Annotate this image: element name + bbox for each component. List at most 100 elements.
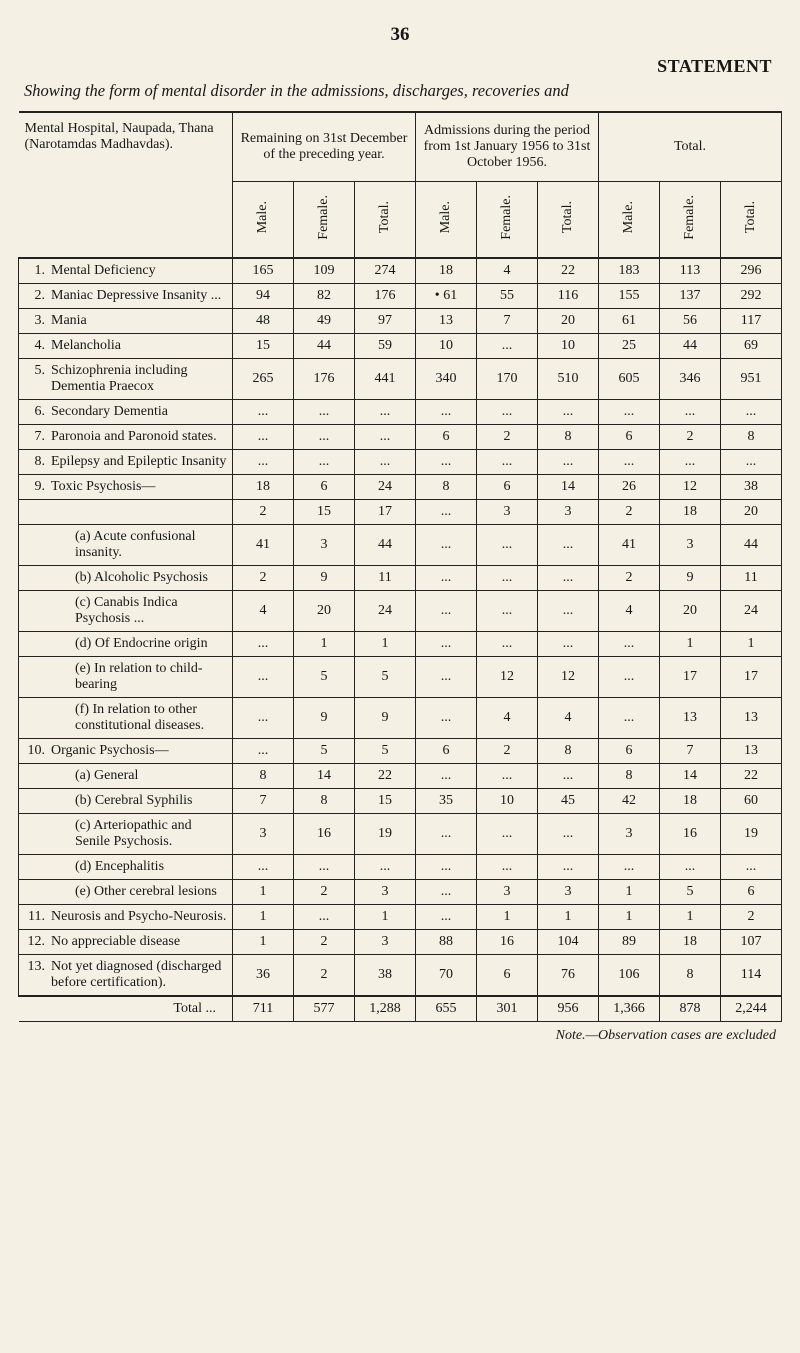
cell: 9 bbox=[294, 566, 355, 591]
table-row: 5.Schizophrenia including Dementia Praec… bbox=[19, 359, 782, 400]
cell: 13 bbox=[721, 698, 782, 739]
table-row: 6.Secondary Dementia....................… bbox=[19, 400, 782, 425]
cell: ... bbox=[538, 525, 599, 566]
cell: 14 bbox=[538, 475, 599, 500]
table-row: (d) Encephalitis........................… bbox=[19, 855, 782, 880]
row-number bbox=[19, 591, 48, 632]
cell: ... bbox=[416, 764, 477, 789]
table-row: (b) Cerebral Syphilis7815351045421860 bbox=[19, 789, 782, 814]
cell: 41 bbox=[233, 525, 294, 566]
cell: ... bbox=[355, 855, 416, 880]
cell: 18 bbox=[233, 475, 294, 500]
cell: 3 bbox=[660, 525, 721, 566]
col-female: Female. bbox=[660, 182, 721, 259]
cell: ... bbox=[660, 400, 721, 425]
cell: ... bbox=[416, 855, 477, 880]
cell: ... bbox=[294, 905, 355, 930]
row-label: (a) Acute confusional insanity. bbox=[47, 525, 233, 566]
row-number: 13. bbox=[19, 955, 48, 997]
cell: 577 bbox=[294, 996, 355, 1022]
cell: 7 bbox=[660, 739, 721, 764]
col-total: Total. bbox=[538, 182, 599, 259]
cell: 18 bbox=[416, 258, 477, 284]
row-number: 11. bbox=[19, 905, 48, 930]
cell: 5 bbox=[355, 657, 416, 698]
col-male: Male. bbox=[416, 182, 477, 259]
cell: ... bbox=[477, 764, 538, 789]
cell: 35 bbox=[416, 789, 477, 814]
group-total: Total. bbox=[599, 112, 782, 182]
row-number: 4. bbox=[19, 334, 48, 359]
total-row: Total ...7115771,2886553019561,3668782,2… bbox=[19, 996, 782, 1022]
cell: 13 bbox=[660, 698, 721, 739]
row-number bbox=[19, 566, 48, 591]
cell: 22 bbox=[355, 764, 416, 789]
cell: ... bbox=[538, 764, 599, 789]
cell: 45 bbox=[538, 789, 599, 814]
cell: 8 bbox=[233, 764, 294, 789]
cell: 605 bbox=[599, 359, 660, 400]
cell: 2 bbox=[294, 930, 355, 955]
row-label: Melancholia bbox=[47, 334, 233, 359]
table-row: 21517...3321820 bbox=[19, 500, 782, 525]
cell: ... bbox=[416, 632, 477, 657]
cell: 6 bbox=[294, 475, 355, 500]
cell: 44 bbox=[721, 525, 782, 566]
row-number bbox=[19, 657, 48, 698]
cell: 15 bbox=[294, 500, 355, 525]
cell: 82 bbox=[294, 284, 355, 309]
cell: 44 bbox=[660, 334, 721, 359]
cell: 340 bbox=[416, 359, 477, 400]
table-row: (a) General81422.........81422 bbox=[19, 764, 782, 789]
cell: 711 bbox=[233, 996, 294, 1022]
cell: 6 bbox=[477, 955, 538, 997]
cell: ... bbox=[233, 855, 294, 880]
cell: 165 bbox=[233, 258, 294, 284]
row-label: (c) Arteriopathic and Senile Psychosis. bbox=[47, 814, 233, 855]
cell: 60 bbox=[721, 789, 782, 814]
cell: 274 bbox=[355, 258, 416, 284]
cell: ... bbox=[477, 855, 538, 880]
row-number bbox=[19, 764, 48, 789]
group-remaining: Remaining on 31st December of the preced… bbox=[233, 112, 416, 182]
cell: ... bbox=[477, 591, 538, 632]
cell: 38 bbox=[721, 475, 782, 500]
cell: 292 bbox=[721, 284, 782, 309]
cell: 1 bbox=[233, 930, 294, 955]
cell: 155 bbox=[599, 284, 660, 309]
cell: 5 bbox=[294, 739, 355, 764]
cell: 3 bbox=[538, 880, 599, 905]
cell: 4 bbox=[233, 591, 294, 632]
cell: 951 bbox=[721, 359, 782, 400]
cell: 116 bbox=[538, 284, 599, 309]
cell: 55 bbox=[477, 284, 538, 309]
cell: ... bbox=[294, 450, 355, 475]
row-label bbox=[47, 500, 233, 525]
table-row: 8.Epilepsy and Epileptic Insanity.......… bbox=[19, 450, 782, 475]
col-female: Female. bbox=[294, 182, 355, 259]
cell: 7 bbox=[477, 309, 538, 334]
cell: 183 bbox=[599, 258, 660, 284]
cell: 10 bbox=[416, 334, 477, 359]
row-number: 9. bbox=[19, 475, 48, 500]
row-label: Organic Psychosis— bbox=[47, 739, 233, 764]
col-total: Total. bbox=[721, 182, 782, 259]
cell: 25 bbox=[599, 334, 660, 359]
cell: 2 bbox=[233, 500, 294, 525]
cell: 44 bbox=[294, 334, 355, 359]
cell: ... bbox=[233, 698, 294, 739]
table-row: 12.No appreciable disease123881610489181… bbox=[19, 930, 782, 955]
table-row: (c) Canabis Indica Psychosis ...42024...… bbox=[19, 591, 782, 632]
cell: 44 bbox=[355, 525, 416, 566]
cell: ... bbox=[294, 855, 355, 880]
cell: 170 bbox=[477, 359, 538, 400]
total-label: Total ... bbox=[19, 996, 233, 1022]
cell: 11 bbox=[721, 566, 782, 591]
cell: 89 bbox=[599, 930, 660, 955]
row-number: 6. bbox=[19, 400, 48, 425]
cell: 49 bbox=[294, 309, 355, 334]
row-number bbox=[19, 789, 48, 814]
cell: 3 bbox=[477, 880, 538, 905]
cell: ... bbox=[721, 855, 782, 880]
cell: 18 bbox=[660, 930, 721, 955]
